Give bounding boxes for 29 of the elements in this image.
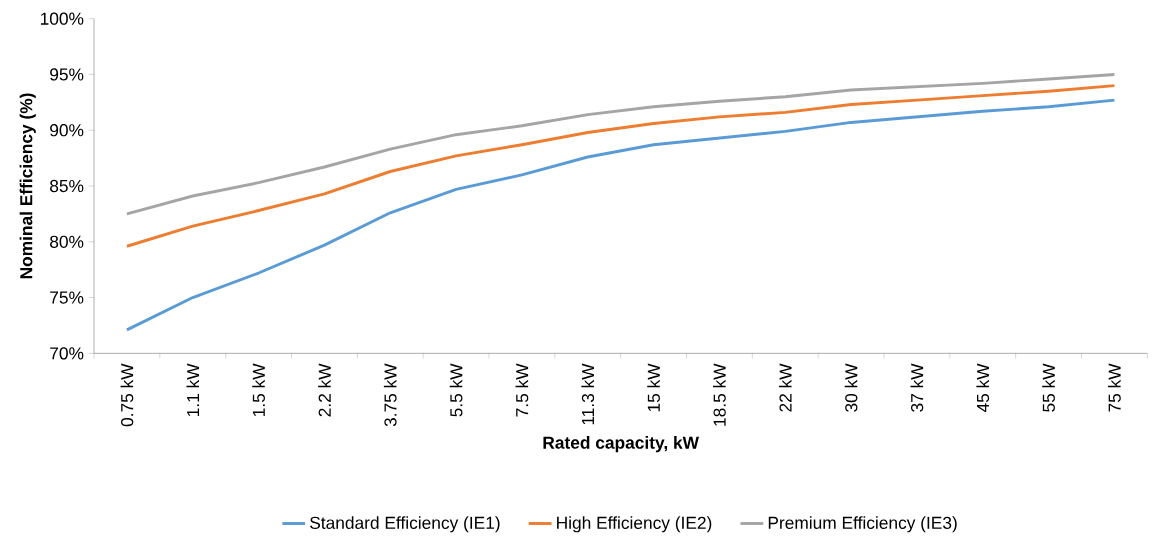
x-tick-label: 7.5 kW: [515, 363, 529, 417]
x-tick-label: 0.75 kW: [120, 363, 134, 427]
line-series: [125, 84, 1116, 248]
x-tick-label: 37 kW: [910, 363, 924, 412]
x-axis-title: Rated capacity, kW: [543, 436, 699, 453]
y-tick-label: 90%: [50, 124, 84, 137]
legend-label: High Efficiency (IE2): [557, 516, 712, 533]
x-tick-label: 1.1 kW: [186, 363, 200, 416]
y-tick-label: 75%: [50, 291, 84, 304]
y-tick-label: 85%: [50, 179, 84, 193]
x-tick-label: 11.3 kW: [581, 363, 595, 425]
x-tick-label: 18.5 kW: [713, 363, 726, 426]
y-tick-label: 70%: [50, 347, 84, 360]
x-tick-label: 45 kW: [976, 363, 990, 413]
x-tick-label: 22 kW: [778, 363, 792, 412]
legend-label: Standard Efficiency (IE1): [310, 516, 500, 533]
x-tick-label: 55 kW: [1042, 363, 1055, 412]
legend-label: Premium Efficiency (IE3): [768, 516, 957, 533]
y-tick-label: 80%: [50, 235, 84, 248]
x-tick-label: 30 kW: [844, 363, 858, 412]
x-tick-label: 5.5 kW: [449, 363, 463, 417]
x-tick-label: 3.75 kW: [383, 363, 397, 427]
y-tick-label: 100%: [40, 12, 84, 25]
x-tick-label: 2.2 kW: [318, 363, 331, 417]
x-tick-label: 75 kW: [1108, 363, 1121, 412]
x-tick-label: 15 kW: [647, 363, 660, 412]
x-tick-label: 1.5 kW: [252, 363, 265, 416]
y-axis-title: Nominal Efficiency (%): [19, 93, 36, 279]
y-tick-label: 95%: [50, 68, 84, 81]
